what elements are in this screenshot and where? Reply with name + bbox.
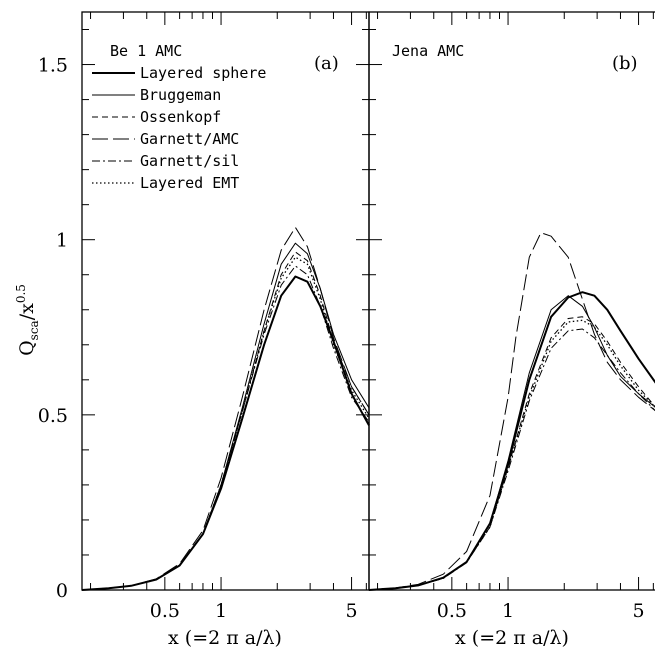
legend-label: Layered sphere <box>140 64 266 82</box>
series-line-bruggeman-a <box>81 242 370 591</box>
series-line-garnett-sil-b <box>368 328 655 591</box>
y-axis-title-tail: /x <box>16 303 38 320</box>
panel-a-frame <box>81 11 370 591</box>
panel-a-ticks <box>82 12 369 591</box>
panel-a-series <box>81 226 370 591</box>
series-line-ossenkopf-a <box>81 251 370 591</box>
y-axis-title: Qsca/x0.5 <box>14 284 41 356</box>
x-tick-label: 0.5 <box>437 600 467 622</box>
legend-label: Ossenkopf <box>140 108 221 126</box>
panel-a: Be 1 AMC (a) Layered sphere Bruggeman Osse… <box>38 11 370 622</box>
x-tick-label: 1 <box>215 600 227 622</box>
panel-b-series <box>368 232 655 591</box>
series-line-ossenkopf-b <box>368 316 655 591</box>
legend-label: Bruggeman <box>140 86 221 104</box>
y-tick-label: 1.5 <box>38 55 68 77</box>
x-tick-label: 5 <box>346 600 358 622</box>
panel-b-tag: (b) <box>612 53 638 74</box>
series-line-layered-sphere-b <box>368 291 655 591</box>
y-axis-title-sup: 0.5 <box>14 284 28 303</box>
panel-b-title: Jena AMC <box>392 42 464 60</box>
legend: Layered sphere Bruggeman Ossenkopf Garnett/… <box>92 64 266 192</box>
y-tick-label: 0.5 <box>38 405 68 427</box>
y-tick-label: 0 <box>56 580 68 602</box>
y-axis-title-main: Q <box>16 340 38 356</box>
x-tick-label: 0.5 <box>150 600 180 622</box>
x-tick-label: 5 <box>633 600 645 622</box>
y-tick-labels: 0 0.5 1 1.5 <box>38 55 68 602</box>
panel-b-x-axis-title: x (=2 π a/λ) <box>455 627 569 649</box>
y-axis-title-sub: sca <box>27 320 41 340</box>
y-tick-label: 1 <box>56 230 68 252</box>
panel-a-x-tick-labels: 0.5 1 5 <box>150 600 358 622</box>
series-line-layered-sphere-a <box>81 275 370 591</box>
series-line-layered-emt-a <box>81 256 370 591</box>
series-line-layered-emt-b <box>368 319 655 591</box>
panel-b-ticks <box>369 12 654 591</box>
panel-a-tag: (a) <box>314 53 339 74</box>
legend-label: Garnett/sil <box>140 152 239 170</box>
panel-b-x-tick-labels: 0.5 1 5 <box>437 600 645 622</box>
panel-a-title: Be 1 AMC <box>110 42 182 60</box>
x-tick-label: 1 <box>502 600 514 622</box>
legend-label: Garnett/AMC <box>140 130 239 148</box>
series-line-garnett-amc-a <box>81 226 370 591</box>
legend-label: Layered EMT <box>140 174 239 192</box>
panel-b-frame <box>368 11 655 591</box>
panel-a-x-axis-title: x (=2 π a/λ) <box>168 627 282 649</box>
panel-b: Jena AMC (b) 0.5 1 5 <box>368 11 655 622</box>
series-line-garnett-sil-a <box>81 265 370 591</box>
svg-text:Qsca/x0.5: Qsca/x0.5 <box>14 284 41 356</box>
series-line-bruggeman-b <box>368 295 655 591</box>
series-line-garnett-amc-b <box>368 232 655 591</box>
